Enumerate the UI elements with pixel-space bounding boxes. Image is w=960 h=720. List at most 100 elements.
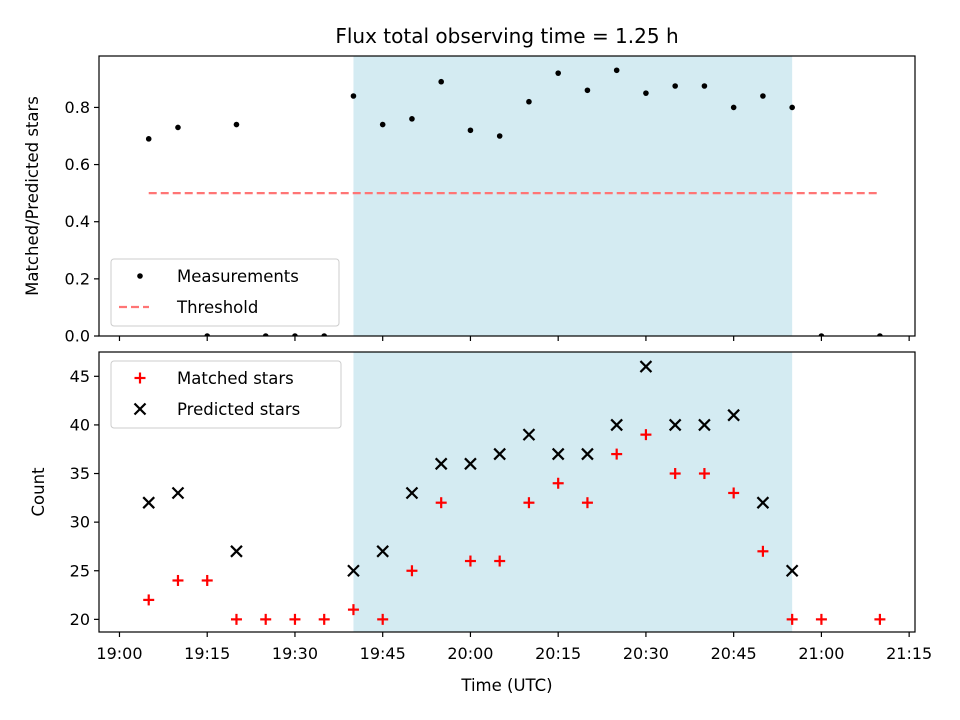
matched-stars-point-11 bbox=[464, 555, 476, 567]
y-tick-label-count-3: 35 bbox=[70, 464, 90, 483]
legend-label-threshold: Threshold bbox=[176, 298, 258, 317]
y-tick-label-count-4: 40 bbox=[70, 415, 90, 434]
matched-stars-point-4 bbox=[260, 613, 272, 625]
observing-span-ratio bbox=[353, 56, 793, 336]
legend-box-ratio bbox=[110, 258, 340, 327]
predicted-stars-point-15-b bbox=[698, 418, 711, 432]
matched-stars-point-14 bbox=[552, 477, 564, 489]
series-group-ratio bbox=[145, 67, 883, 336]
predicted-stars-point-18-b bbox=[785, 564, 799, 578]
y-tick-label-ratio-0: 0.0 bbox=[65, 327, 90, 346]
x-tick-label-8: 21:00 bbox=[798, 644, 844, 663]
matched-stars-point-1 bbox=[172, 574, 184, 586]
matched-stars-point-6 bbox=[318, 613, 330, 625]
predicted-stars-point-5-b bbox=[405, 486, 419, 500]
predicted-stars-point-9 bbox=[522, 428, 536, 441]
measurements-point-17 bbox=[643, 90, 649, 96]
y-tick-label-ratio-2: 0.4 bbox=[65, 212, 90, 231]
y-tick-label-count-0: 20 bbox=[70, 610, 90, 629]
measurements-point-22 bbox=[789, 104, 795, 111]
measurements-point-24 bbox=[877, 333, 883, 336]
legend-marker-predicted-stars bbox=[133, 402, 147, 416]
legend-ratio: Measurements Threshold bbox=[110, 258, 340, 327]
matched-stars-point-10 bbox=[435, 497, 447, 509]
series-group-count bbox=[142, 360, 886, 625]
predicted-stars-point-13 bbox=[639, 360, 653, 373]
predicted-stars-point-11-b bbox=[581, 447, 594, 461]
bottom-panel-count: 20 25 30 35 40 45 Count 19:00 19:15 19:30 19:45 20:… bbox=[29, 351, 932, 663]
measurements-point-16 bbox=[613, 67, 620, 74]
y-tick-label-count-1: 25 bbox=[70, 561, 90, 580]
observing-span-count bbox=[353, 352, 793, 632]
predicted-stars-point-16 bbox=[727, 408, 740, 422]
predicted-stars-point-7 bbox=[464, 457, 477, 471]
predicted-stars-point-14 bbox=[668, 418, 682, 432]
matched-stars-point-0 bbox=[143, 594, 155, 606]
measurements-point-7 bbox=[350, 93, 357, 99]
predicted-stars-point-6 bbox=[434, 457, 448, 471]
measurements-point-14 bbox=[555, 70, 561, 76]
matched-stars-point-9 bbox=[406, 565, 418, 577]
measurements-point-15 bbox=[584, 87, 591, 94]
predicted-stars-point-4 bbox=[376, 545, 389, 558]
measurements-point-1 bbox=[175, 124, 181, 131]
matched-stars-point-24 bbox=[874, 613, 886, 625]
predicted-stars-point-8 bbox=[493, 447, 506, 461]
x-tick-label-3: 19:45 bbox=[360, 644, 406, 663]
y-tick-label-count-2: 30 bbox=[70, 513, 90, 532]
matched-stars-point-20 bbox=[728, 487, 740, 499]
x-tick-label-0: 19:00 bbox=[96, 644, 142, 663]
predicted-stars-point-14-b bbox=[668, 418, 682, 432]
predicted-stars-point-7-b bbox=[464, 457, 477, 471]
predicted-stars-point-6-b bbox=[434, 457, 448, 471]
x-tick-label-4: 20:00 bbox=[447, 644, 493, 663]
chart-title: Flux total observing time = 1.25 h bbox=[335, 24, 678, 48]
y-tick-label-ratio-1: 0.2 bbox=[65, 269, 90, 288]
measurements-point-19 bbox=[701, 83, 708, 89]
predicted-stars-point-17 bbox=[756, 496, 770, 509]
predicted-stars-point-12 bbox=[610, 418, 623, 432]
matched-stars-point-15 bbox=[581, 497, 593, 509]
matched-stars-point-23 bbox=[815, 613, 827, 625]
predicted-stars-point-9-b bbox=[522, 428, 536, 441]
matched-stars-point-8 bbox=[377, 613, 389, 625]
x-tick-label-1: 19:15 bbox=[184, 644, 230, 663]
legend-marker-matched-stars bbox=[134, 372, 146, 384]
measurements-point-2 bbox=[204, 333, 211, 336]
predicted-stars-point-8-b bbox=[493, 447, 506, 461]
predicted-stars-point-16-b bbox=[727, 408, 740, 422]
measurements-point-5 bbox=[292, 333, 298, 336]
legend-box-count bbox=[110, 360, 342, 429]
predicted-stars-point-1 bbox=[171, 486, 185, 500]
predicted-stars-point-2 bbox=[230, 545, 243, 558]
predicted-stars-point-10-b bbox=[551, 447, 565, 461]
matched-stars-point-21 bbox=[757, 545, 769, 557]
predicted-stars-point-2-b bbox=[230, 545, 243, 558]
measurements-point-11 bbox=[467, 127, 474, 134]
predicted-stars-point-0-b bbox=[142, 496, 155, 509]
legend-label-predicted-stars: Predicted stars bbox=[177, 400, 300, 419]
top-panel-ratio: 0.0 0.2 0.4 0.6 0.8 Matched/Predicted stars Me… bbox=[23, 55, 916, 346]
matched-stars-point-16 bbox=[611, 448, 623, 460]
predicted-stars-point-13-b bbox=[639, 360, 653, 373]
predicted-stars-point-18 bbox=[785, 564, 799, 578]
y-axis-label-count: Count bbox=[29, 467, 48, 517]
predicted-stars-point-12-b bbox=[610, 418, 623, 432]
predicted-stars-point-17-b bbox=[756, 496, 770, 509]
x-axis-label: Time (UTC) bbox=[460, 676, 552, 695]
measurements-point-9 bbox=[409, 116, 415, 122]
x-tick-label-7: 20:45 bbox=[711, 644, 757, 663]
legend-marker-predicted-stars-b bbox=[133, 402, 147, 416]
measurements-point-23 bbox=[818, 333, 825, 336]
matched-stars-point-7 bbox=[347, 604, 359, 616]
measurements-point-8 bbox=[379, 121, 386, 128]
matched-stars-point-13 bbox=[523, 497, 535, 509]
predicted-stars-point-3-b bbox=[347, 564, 360, 578]
predicted-stars-point-3 bbox=[347, 564, 360, 578]
predicted-stars-point-15 bbox=[698, 418, 711, 432]
y-tick-label-count-5: 45 bbox=[70, 367, 90, 386]
x-tick-label-5: 20:15 bbox=[535, 644, 581, 663]
y-tick-label-ratio-4: 0.8 bbox=[65, 98, 90, 117]
predicted-stars-point-5 bbox=[405, 486, 419, 500]
